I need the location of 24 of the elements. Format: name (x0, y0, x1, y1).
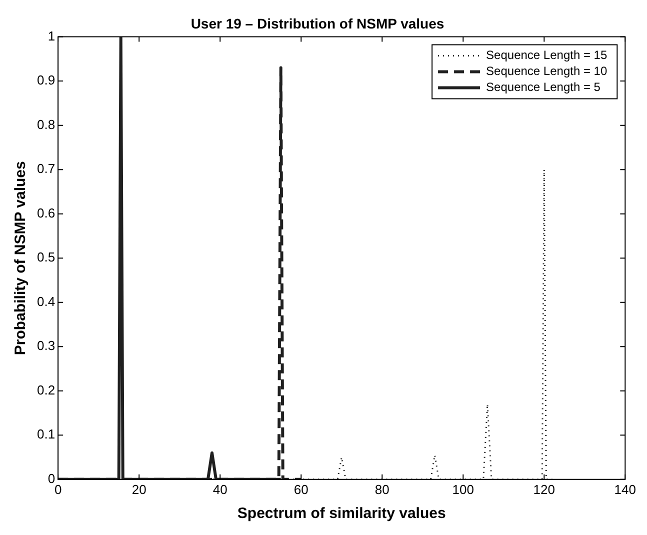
y-tick-label: 0.9 (36, 72, 56, 88)
y-tick-label: 0.1 (36, 426, 56, 442)
y-tick-label: 0.3 (36, 338, 56, 354)
x-tick-label: 40 (212, 482, 228, 497)
y-tick-label: 0.8 (36, 116, 56, 132)
legend-label: Sequence Length = 5 (486, 80, 601, 94)
x-tick-label: 60 (294, 482, 308, 497)
y-tick-label: 0.4 (36, 294, 56, 309)
chart-title: User 19 – Distribution of NSMP values (190, 15, 444, 32)
x-tick-label: 20 (132, 482, 146, 497)
y-axis-title: Probability of NSMP values (12, 161, 30, 356)
x-tick-label: 100 (452, 482, 474, 497)
y-tick-label: 0.6 (36, 205, 56, 220)
y-tick-label: 1 (48, 28, 56, 44)
x-tick-label: 80 (374, 482, 390, 497)
x-tick-label: 140 (614, 482, 636, 497)
y-tick-label: 0.2 (36, 382, 56, 398)
x-axis-title: Spectrum of similarity values (237, 505, 446, 522)
legend-label: Sequence Length = 10 (486, 64, 608, 78)
y-tick-label: 0.7 (36, 161, 56, 176)
legend-label: Sequence Length = 15 (486, 48, 608, 62)
x-tick-label: 120 (533, 482, 555, 497)
y-tick-label: 0 (48, 470, 56, 486)
y-tick-label: 0.5 (36, 250, 56, 265)
